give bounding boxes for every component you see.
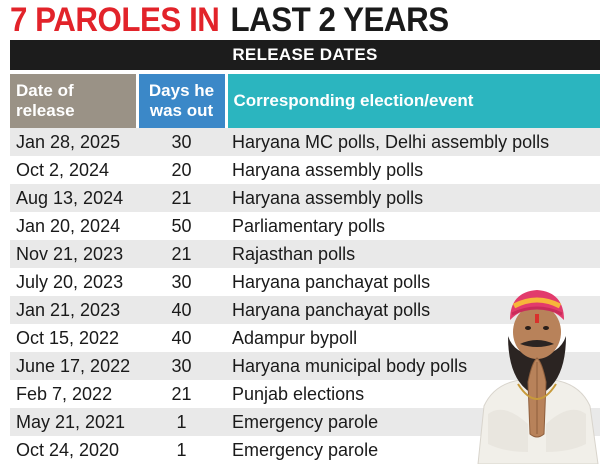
event: Haryana assembly polls — [226, 184, 600, 212]
event: Haryana assembly polls — [226, 156, 600, 184]
days-out: 40 — [137, 324, 226, 352]
release-date: May 21, 2021 — [10, 408, 137, 436]
days-out: 30 — [137, 128, 226, 156]
release-date: Oct 2, 2024 — [10, 156, 137, 184]
release-date: Jan 20, 2024 — [10, 212, 137, 240]
days-out: 21 — [137, 380, 226, 408]
days-out: 20 — [137, 156, 226, 184]
table-row: Jan 20, 2024 50 Parliamentary polls — [10, 212, 600, 240]
headline: 7 PAROLES IN LAST 2 YEARS — [10, 0, 449, 40]
release-date: June 17, 2022 — [10, 352, 137, 380]
column-header-days: Days he was out — [137, 74, 228, 128]
days-out: 1 — [137, 436, 226, 464]
release-date: Oct 24, 2020 — [10, 436, 137, 464]
release-date: July 20, 2023 — [10, 268, 137, 296]
column-header-event: Corresponding election/event — [226, 74, 600, 128]
release-date: Nov 21, 2023 — [10, 240, 137, 268]
table-header-row: Date of release Days he was out Correspo… — [10, 74, 600, 128]
days-out: 30 — [137, 268, 226, 296]
days-out: 21 — [137, 184, 226, 212]
release-date: Oct 15, 2022 — [10, 324, 137, 352]
release-date: Jan 28, 2025 — [10, 128, 137, 156]
subtitle: RELEASE DATES — [232, 45, 378, 64]
subtitle-bar: RELEASE DATES — [10, 40, 600, 70]
days-out: 1 — [137, 408, 226, 436]
headline-rest: LAST 2 YEARS — [230, 0, 449, 39]
release-date: Aug 13, 2024 — [10, 184, 137, 212]
table-row: Aug 13, 2024 21 Haryana assembly polls — [10, 184, 600, 212]
days-out: 40 — [137, 296, 226, 324]
days-out: 50 — [137, 212, 226, 240]
event: Parliamentary polls — [226, 212, 600, 240]
days-out: 21 — [137, 240, 226, 268]
portrait-photo — [474, 284, 600, 464]
event: Haryana MC polls, Delhi assembly polls — [226, 128, 600, 156]
release-date: Feb 7, 2022 — [10, 380, 137, 408]
release-date: Jan 21, 2023 — [10, 296, 137, 324]
table-row: Jan 28, 2025 30 Haryana MC polls, Delhi … — [10, 128, 600, 156]
headline-highlight: 7 PAROLES IN — [10, 0, 220, 39]
table-row: Oct 2, 2024 20 Haryana assembly polls — [10, 156, 600, 184]
portrait-illustration — [477, 290, 599, 464]
table-row: Nov 21, 2023 21 Rajasthan polls — [10, 240, 600, 268]
event: Rajasthan polls — [226, 240, 600, 268]
column-header-date: Date of release — [10, 74, 139, 128]
days-out: 30 — [137, 352, 226, 380]
